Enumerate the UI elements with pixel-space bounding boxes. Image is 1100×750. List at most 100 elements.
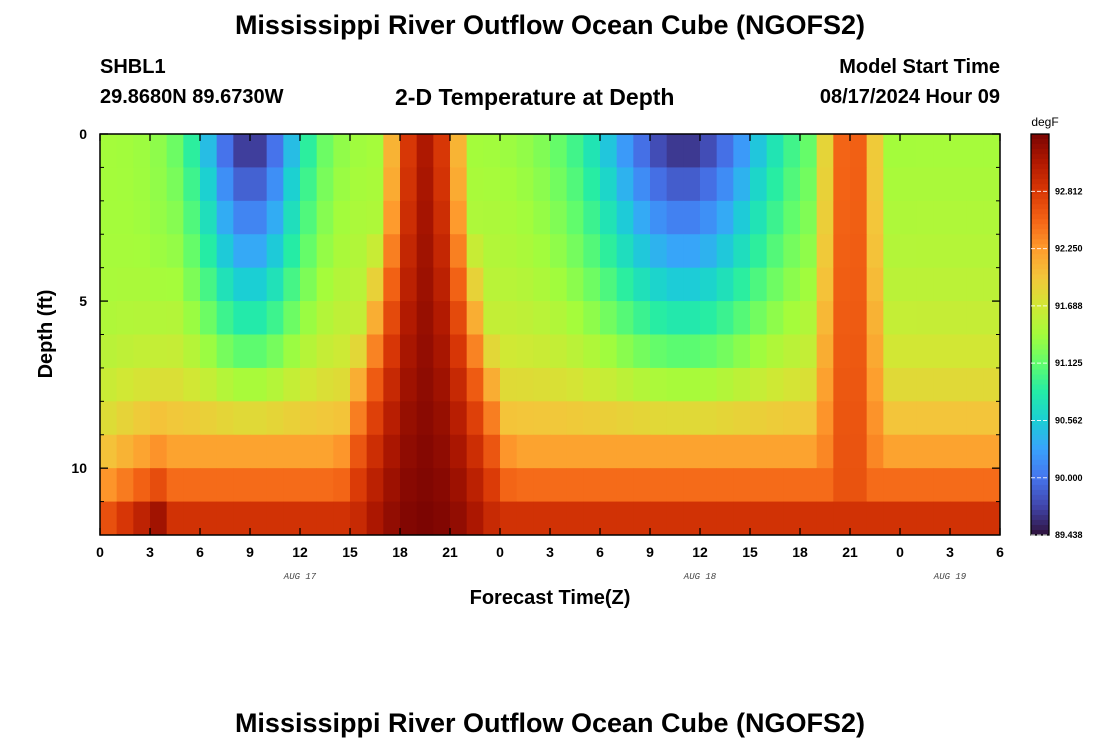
heatmap-cell [600,468,618,502]
colorbar-swatch [1031,484,1049,491]
heatmap-cell [333,468,351,502]
heatmap-cell [200,134,218,168]
colorbar-swatch [1031,184,1049,190]
heatmap-cell [316,234,334,269]
heatmap-cell [466,234,484,269]
heatmap-cell [750,501,768,536]
heatmap-cell [900,334,918,369]
heatmap-cell [350,200,368,235]
heatmap-cell [400,200,418,235]
heatmap-cell [233,501,251,536]
heatmap-cell [566,301,584,335]
heatmap-cell [816,167,834,202]
heatmap-cell [566,334,584,369]
heatmap-cell [516,468,534,502]
heatmap-cell [516,434,534,469]
heatmap-cell [600,134,618,168]
heatmap-cell [383,301,401,335]
heatmap-cell [833,267,851,302]
heatmap-cell [566,167,584,202]
heatmap-cell [433,301,451,335]
heatmap-cell [833,434,851,469]
heatmap-cell [466,200,484,235]
heatmap-cell [266,334,284,369]
heatmap-cell [633,134,651,168]
heatmap-cell [600,301,618,335]
heatmap-cell [383,501,401,536]
colorbar-swatch [1031,469,1049,476]
heatmap-cell [183,134,201,168]
heatmap-cell [266,267,284,302]
heatmap-cell [150,267,168,302]
heatmap-cell [883,468,901,502]
heatmap-cell [750,334,768,369]
heatmap-cell [816,401,834,436]
heatmap-cell [500,468,518,502]
heatmap-cell [533,200,551,235]
heatmap-cell [816,301,834,335]
heatmap-cell [483,200,501,235]
heatmap-cell [683,267,701,302]
heatmap-cell [433,334,451,369]
colorbar-swatch [1031,464,1049,471]
colorbar-swatch [1031,249,1049,255]
heatmap-cell [300,334,318,369]
heatmap-cell [750,134,768,168]
heatmap-cell [316,301,334,335]
heatmap-cell [466,334,484,369]
date-label: AUG 17 [283,572,317,582]
heatmap-cell [150,434,168,469]
heatmap-cell [533,134,551,168]
heatmap-cell [866,200,884,235]
heatmap-cell [333,334,351,369]
heatmap-cell [450,501,468,536]
heatmap-cell [116,367,134,402]
heatmap-cell [783,468,801,502]
heatmap-cell [933,334,951,369]
heatmap-cell [950,401,968,436]
heatmap-cell [866,468,884,502]
x-tick-label: 3 [546,544,554,560]
heatmap-cell [950,468,968,502]
heatmap-cell [166,501,184,536]
heatmap-cell [600,234,618,269]
heatmap-cell [983,301,1001,335]
heatmap-cell [350,367,368,402]
heatmap-cell [183,267,201,302]
heatmap-cell [400,434,418,469]
heatmap-cell [966,167,984,202]
heatmap-cell [683,401,701,436]
heatmap-cell [883,434,901,469]
heatmap-cell [983,134,1001,168]
heatmap-cell [350,234,368,269]
heatmap-cell [533,367,551,402]
heatmap-cell [300,301,318,335]
heatmap-cell [733,267,751,302]
colorbar-swatch [1031,174,1049,180]
heatmap-cell [966,134,984,168]
colorbar-swatch [1031,449,1049,456]
heatmap-cell [383,267,401,302]
heatmap-cell [483,267,501,302]
heatmap-cell [750,301,768,335]
heatmap-cell [283,134,301,168]
heatmap-cell [883,167,901,202]
x-tick-label: 0 [96,544,104,560]
heatmap-cell [583,234,601,269]
heatmap-cell [666,167,684,202]
colorbar-swatch [1031,369,1049,376]
heatmap-cell [850,167,868,202]
heatmap-cell [716,234,734,269]
heatmap-cell [700,134,718,168]
heatmap-cell [850,434,868,469]
colorbar-swatch [1031,274,1049,280]
colorbar-swatch [1031,329,1049,335]
heatmap-cell [916,401,934,436]
heatmap-cell [800,468,818,502]
heatmap-cell [333,134,351,168]
heatmap-cell [416,367,434,402]
heatmap-cell [666,200,684,235]
heatmap-cells [100,134,1001,536]
heatmap-cell [400,367,418,402]
heatmap-cell [650,334,668,369]
